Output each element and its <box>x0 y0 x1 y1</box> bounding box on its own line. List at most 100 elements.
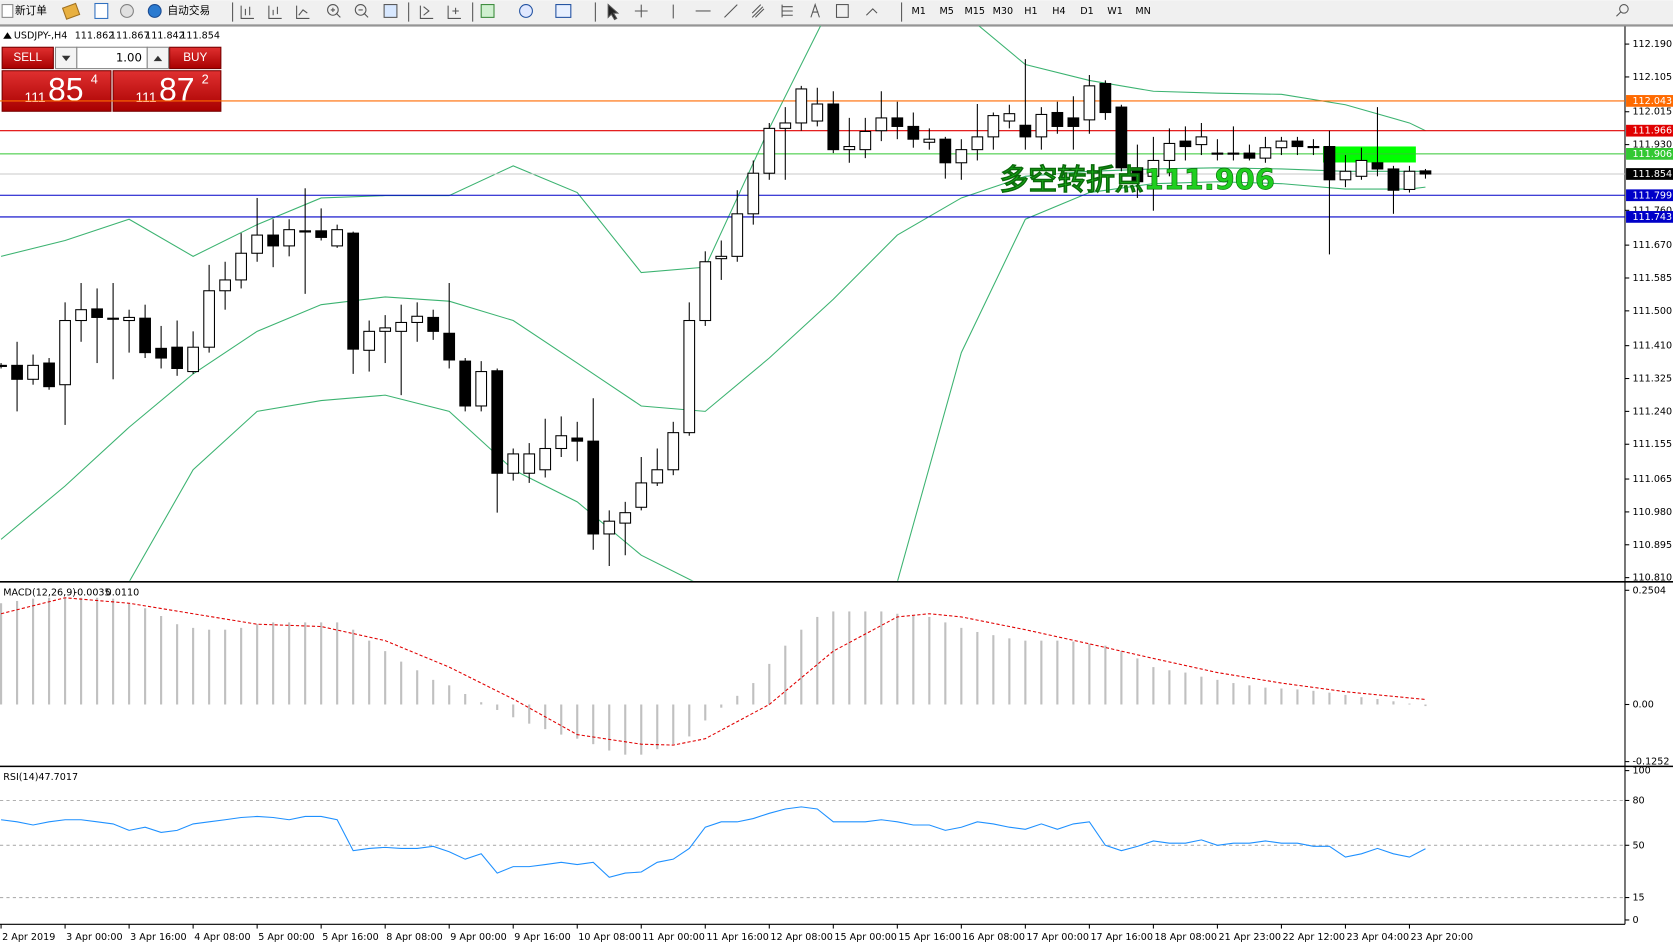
timeframe-button[interactable]: MN <box>1135 6 1150 17</box>
macd-bar <box>1296 689 1299 705</box>
news-icon[interactable] <box>94 2 109 19</box>
candle-body <box>1275 140 1288 149</box>
candle-body <box>891 117 904 127</box>
candle-body <box>539 447 552 471</box>
y-tick-label: 111.155 <box>1632 439 1672 450</box>
candle-body <box>187 346 199 373</box>
y-tick-label: 0.00 <box>1632 699 1653 710</box>
candles <box>0 59 1432 567</box>
sell-price-box[interactable] <box>1 70 112 112</box>
timeframe-button[interactable]: M5 <box>940 6 954 17</box>
chart-menu-icon[interactable] <box>3 32 12 39</box>
candle-body <box>203 290 215 348</box>
candle-body <box>571 437 584 442</box>
new-order-label[interactable]: 新订单 <box>15 4 47 17</box>
x-tick-label: 5 Apr 00:00 <box>258 932 314 943</box>
candle-body <box>1035 113 1048 138</box>
macd-bar <box>128 603 131 705</box>
timeframe-button[interactable]: D1 <box>1080 6 1094 17</box>
macd-bar <box>1360 697 1363 705</box>
candle-body <box>1131 167 1144 183</box>
y-tick-label: 80 <box>1632 795 1644 806</box>
signal-icon[interactable] <box>120 4 134 18</box>
timeframe-button[interactable]: H4 <box>1052 6 1065 17</box>
new-order-button[interactable]: 新订单 <box>1 4 47 18</box>
macd-bar <box>256 624 259 705</box>
buy-price-pips[interactable]: 87 <box>159 72 195 108</box>
candle-body <box>875 117 888 132</box>
candle-body <box>555 435 568 450</box>
candle-body <box>507 453 520 474</box>
candle-body <box>987 115 1000 138</box>
candle-body <box>811 103 824 122</box>
macd-bar <box>368 640 371 705</box>
price-level-label: 111.966 <box>1632 126 1672 137</box>
macd-bar <box>240 627 243 705</box>
price-level-label: 111.854 <box>1632 169 1672 180</box>
lot-value[interactable]: 1.00 <box>116 50 142 64</box>
sell-price-pips[interactable]: 85 <box>48 72 84 108</box>
ohlc-value: 111.862 <box>75 31 115 42</box>
x-tick-label: 21 Apr 23:00 <box>1218 932 1281 943</box>
candle-body <box>923 138 936 143</box>
candle-body <box>651 469 664 484</box>
timeframe-button[interactable]: M15 <box>965 6 986 17</box>
candle-body <box>251 234 264 254</box>
sell-price-big-figure[interactable]: 111 <box>25 89 46 105</box>
highlight-rectangle <box>1323 146 1416 163</box>
timeframe-button[interactable]: M30 <box>993 6 1014 17</box>
indicator-value: 0.0110 <box>106 587 140 598</box>
candle-body <box>827 103 840 151</box>
x-tick-label: 18 Apr 08:00 <box>1154 932 1217 943</box>
history-icon[interactable] <box>61 2 81 20</box>
candle-body <box>1083 85 1096 121</box>
lot-down-arrow[interactable] <box>61 55 71 62</box>
candle-body <box>1403 170 1416 190</box>
macd-bar <box>144 608 147 705</box>
y-tick-label: 111.585 <box>1632 273 1672 284</box>
chart-area <box>0 25 1625 925</box>
candle-body <box>1323 146 1336 181</box>
sell-price-fraction[interactable]: 4 <box>91 72 98 87</box>
candle-body <box>491 370 504 474</box>
buy-button[interactable] <box>169 46 222 70</box>
price-level-label: 111.799 <box>1632 190 1672 201</box>
y-tick-label: 111.500 <box>1632 306 1672 317</box>
macd-bar <box>192 627 195 705</box>
timeframe-button[interactable]: H1 <box>1024 6 1037 17</box>
macd-bar <box>688 704 691 737</box>
macd-bar <box>896 613 899 705</box>
candle-body <box>11 364 23 380</box>
y-tick-label: 111.240 <box>1632 406 1672 417</box>
macd-bar <box>448 685 451 705</box>
candle-body <box>107 317 119 320</box>
macd-bar <box>16 600 19 705</box>
timeframe-button[interactable]: W1 <box>1107 6 1123 17</box>
sell-button[interactable] <box>1 46 54 70</box>
auto-trading-label[interactable]: 自动交易 <box>168 4 211 17</box>
buy-price-fraction[interactable]: 2 <box>202 72 209 87</box>
candle-body <box>75 309 87 322</box>
candle-body <box>859 130 872 151</box>
sell-label[interactable]: SELL <box>13 51 42 64</box>
lot-up-arrow[interactable] <box>153 55 163 62</box>
auto-trading-button[interactable]: 自动交易 <box>147 4 211 18</box>
y-tick-label: 111.410 <box>1632 341 1672 352</box>
timeframe-button[interactable]: M1 <box>911 6 925 17</box>
candle-body <box>1307 146 1320 149</box>
macd-bar <box>1248 685 1251 705</box>
timeframe-bar: M1 M5 M15 M30 H1 H4 D1 W1 MN <box>911 6 1150 17</box>
macd-bar <box>1056 640 1059 705</box>
candle-body <box>139 317 151 354</box>
annotation: 多空转折点111.906 <box>1000 163 1275 197</box>
buy-price-box[interactable] <box>112 70 222 112</box>
x-tick-label: 17 Apr 00:00 <box>1026 932 1089 943</box>
price-level-tag <box>1626 211 1673 223</box>
macd-bar <box>1024 640 1027 705</box>
buy-price-big-figure[interactable]: 111 <box>136 89 157 105</box>
macd-bar <box>576 704 579 739</box>
macd-bar <box>736 695 739 705</box>
macd-bar <box>1184 672 1187 705</box>
buy-label[interactable]: BUY <box>183 51 207 64</box>
macd-bar <box>672 704 675 745</box>
